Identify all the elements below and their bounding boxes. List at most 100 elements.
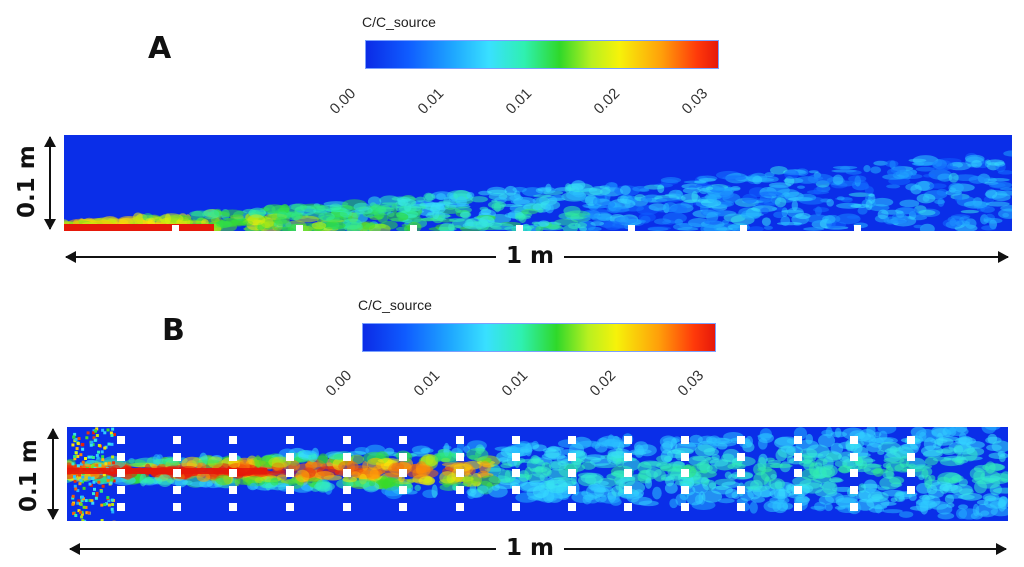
source-noise (76, 501, 80, 505)
source-noise (90, 440, 94, 444)
concentration-blob (546, 468, 570, 480)
obstacle-block (399, 486, 407, 494)
concentration-blob (404, 202, 412, 212)
concentration-blob (757, 456, 767, 471)
concentration-blob (533, 194, 552, 198)
concentration-blob (513, 197, 536, 207)
concentration-blob (757, 433, 774, 439)
concentration-blob (662, 437, 680, 444)
concentration-blob (919, 223, 935, 231)
concentration-blob (498, 457, 509, 463)
concentration-blob (420, 448, 434, 454)
concentration-blob (791, 200, 798, 211)
obstacle-block (343, 486, 351, 494)
concentration-blob (700, 224, 717, 231)
source-noise (92, 429, 96, 433)
concentration-blob (708, 435, 721, 447)
concentration-blob (763, 225, 773, 230)
source-noise (72, 511, 76, 515)
concentration-blob (615, 458, 624, 468)
concentration-blob (270, 477, 279, 486)
concentration-blob (395, 226, 408, 231)
concentration-blob (414, 484, 421, 492)
obstacle-block (907, 453, 915, 461)
concentration-blob (717, 498, 735, 504)
source-noise (110, 433, 114, 437)
concentration-blob (638, 212, 656, 223)
concentration-blob (249, 482, 257, 490)
concentration-blob (846, 215, 860, 219)
concentration-blob (760, 207, 770, 214)
source-noise (76, 489, 80, 493)
obstacle-block (850, 436, 858, 444)
concentration-blob (720, 190, 734, 199)
concentration-blob (784, 169, 799, 180)
source-noise (90, 455, 94, 459)
concentration-blob (660, 177, 682, 184)
concentration-blob (532, 485, 550, 499)
concentration-blob (611, 451, 626, 458)
source-noise (87, 455, 91, 459)
concentration-blob (401, 223, 408, 228)
concentration-blob (913, 224, 924, 229)
concentration-blob (886, 184, 901, 189)
panel-b-colorbar (362, 323, 716, 352)
obstacle-block (343, 436, 351, 444)
source-noise (76, 454, 80, 458)
concentration-blob (986, 159, 1005, 166)
source-noise (72, 435, 76, 439)
concentration-blob (637, 444, 657, 457)
concentration-blob (916, 193, 936, 204)
concentration-blob (884, 160, 899, 168)
concentration-blob (652, 486, 662, 500)
obstacle-block (229, 486, 237, 494)
source-noise (71, 502, 75, 506)
obstacle-block (512, 486, 520, 494)
obstacle-block (399, 503, 407, 511)
source-noise (94, 496, 98, 500)
obstacle-block (624, 453, 632, 461)
concentration-blob (882, 509, 903, 514)
concentration-blob (515, 215, 531, 220)
concentration-blob (981, 225, 997, 231)
concentration-blob (749, 501, 758, 514)
source-noise (111, 427, 115, 431)
concentration-blob (971, 477, 996, 485)
concentration-blob (985, 201, 1010, 207)
obstacle-block (117, 503, 125, 511)
concentration-blob (564, 210, 591, 220)
concentration-blob (924, 474, 933, 489)
concentration-blob (948, 172, 959, 183)
obstacle-block (117, 453, 125, 461)
source-noise (89, 443, 93, 447)
source-noise (81, 475, 85, 479)
concentration-blob (722, 219, 729, 225)
concentration-blob (909, 211, 921, 218)
obstacle-block (794, 503, 802, 511)
concentration-blob (767, 459, 781, 465)
concentration-blob (419, 202, 446, 207)
concentration-blob (468, 454, 479, 460)
concentration-blob (352, 212, 360, 219)
concentration-blob (982, 463, 1004, 472)
obstacle-block (286, 453, 294, 461)
panel-a-field-plot (64, 135, 1012, 231)
concentration-blob (202, 209, 220, 220)
obstacle-block (737, 503, 745, 511)
concentration-blob (571, 180, 586, 190)
concentration-blob (814, 462, 823, 469)
source-noise (77, 473, 81, 477)
concentration-blob (769, 463, 793, 469)
concentration-blob (373, 214, 384, 219)
concentration-blob (928, 183, 947, 189)
concentration-blob (780, 445, 796, 453)
concentration-blob (545, 224, 562, 230)
concentration-blob (983, 497, 1007, 509)
concentration-blob (930, 481, 953, 492)
panel-a-colorbar-title: C/C_source (362, 14, 436, 30)
concentration-blob (741, 209, 762, 220)
source-noise (107, 461, 111, 465)
panel-a-label: A (148, 31, 172, 66)
obstacle-block (286, 486, 294, 494)
concentration-blob (590, 221, 605, 226)
